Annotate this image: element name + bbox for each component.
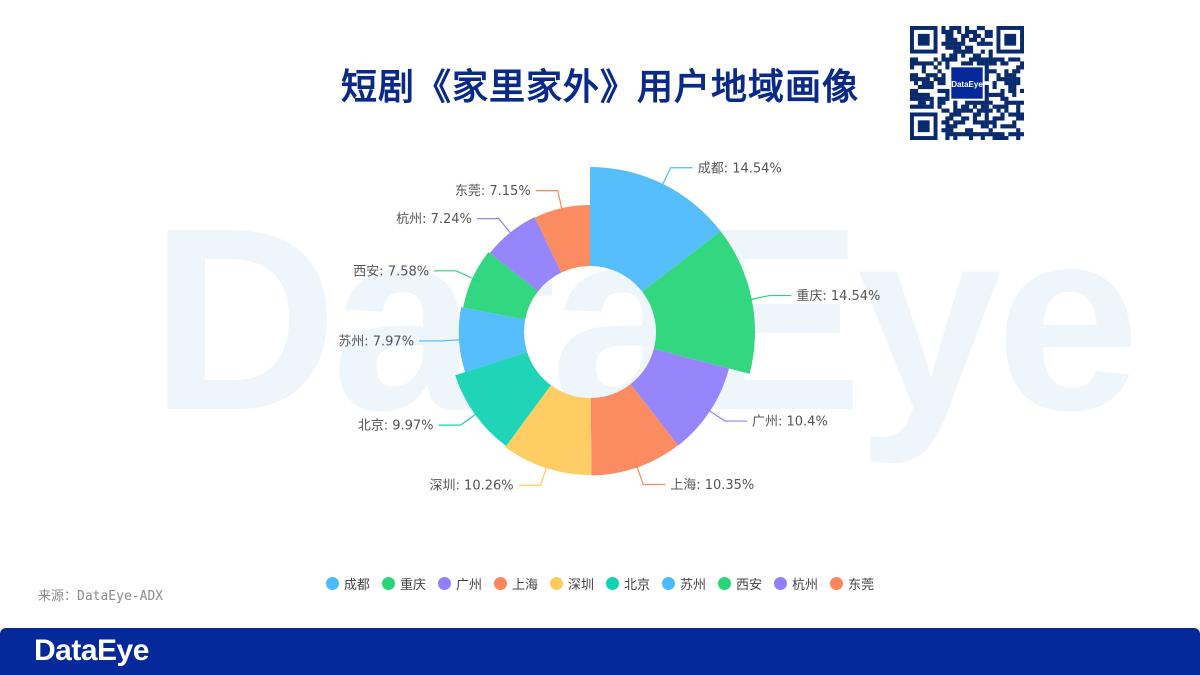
rose-chart: 成都: 14.54% 重庆: 14.54% 广州: 10.4% 上海: 10.35% 深… bbox=[338, 161, 880, 494]
source-note: 来源：DataEye-ADX bbox=[38, 589, 164, 604]
legend-dot-icon bbox=[549, 577, 563, 590]
label-line-2 bbox=[702, 406, 747, 422]
label-line-1 bbox=[743, 294, 792, 302]
footer-bar: DataEye bbox=[0, 628, 1200, 675]
slice-label-0: 成都: 14.54% bbox=[698, 161, 782, 176]
rose-slice-9[interactable] bbox=[534, 205, 590, 273]
slice-label-5: 北京: 9.97% bbox=[358, 419, 434, 434]
legend-dot-icon bbox=[437, 577, 451, 590]
legend-item-7[interactable]: 西安 bbox=[718, 574, 762, 593]
legend-label: 杭州 bbox=[792, 578, 819, 593]
label-line-9 bbox=[535, 190, 565, 217]
legend-dot-icon bbox=[662, 577, 676, 590]
rose-slice-4[interactable] bbox=[505, 385, 592, 475]
slice-label-9: 东莞: 7.15% bbox=[455, 184, 531, 199]
legend-dot-icon bbox=[774, 577, 788, 590]
rose-slice-8[interactable] bbox=[489, 217, 562, 292]
footer-logo: DataEye bbox=[34, 634, 149, 667]
legend-item-3[interactable]: 上海 bbox=[493, 574, 538, 593]
slice-label-3: 上海: 10.35% bbox=[670, 478, 754, 493]
slice-label-7: 西安: 7.58% bbox=[353, 264, 429, 279]
slice-label-1: 重庆: 14.54% bbox=[796, 288, 880, 304]
label-line-4 bbox=[518, 460, 550, 486]
rose-slice-6[interactable] bbox=[458, 307, 528, 373]
legend-label: 苏州 bbox=[680, 578, 707, 593]
slice-label-4: 深圳: 10.26% bbox=[430, 479, 514, 494]
legend-dot-icon bbox=[325, 577, 339, 590]
rose-slice-2[interactable] bbox=[630, 348, 730, 446]
slice-label-6: 苏州: 7.97% bbox=[338, 333, 414, 349]
label-line-7 bbox=[434, 270, 480, 283]
legend-item-6[interactable]: 苏州 bbox=[662, 574, 706, 593]
rose-slice-1[interactable] bbox=[642, 231, 756, 374]
legend-dot-icon bbox=[493, 577, 507, 590]
legend-item-2[interactable]: 广州 bbox=[437, 574, 482, 593]
legend-dot-icon bbox=[606, 577, 619, 590]
label-line-8 bbox=[476, 217, 516, 240]
label-line-6 bbox=[419, 338, 468, 342]
label-line-0 bbox=[658, 167, 693, 192]
qr-logo-text: DataEye bbox=[951, 80, 983, 89]
legend-label: 成都 bbox=[343, 578, 370, 593]
legend-item-1[interactable]: 重庆 bbox=[381, 574, 426, 593]
rose-slice-7[interactable] bbox=[463, 252, 539, 320]
qr-code-graphic: DataEye bbox=[910, 26, 1024, 140]
chart-legend: 成都 重庆 广州 上海 深圳 北京 苏州 西安 杭州 东莞 bbox=[0, 574, 1200, 593]
legend-label: 西安 bbox=[736, 578, 763, 593]
legend-dot-icon bbox=[381, 577, 395, 590]
rose-slice-5[interactable] bbox=[455, 352, 551, 447]
legend-item-0[interactable]: 成都 bbox=[325, 574, 370, 593]
legend-item-9[interactable]: 东莞 bbox=[830, 574, 874, 593]
label-line-5 bbox=[438, 409, 482, 426]
label-line-3 bbox=[634, 459, 666, 486]
qr-code-icon: DataEye bbox=[910, 26, 1024, 140]
legend-label: 上海 bbox=[511, 578, 538, 593]
slice-label-8: 杭州: 7.24% bbox=[396, 212, 472, 227]
legend-label: 重庆 bbox=[399, 578, 426, 593]
slice-label-2: 广州: 10.4% bbox=[752, 415, 828, 430]
legend-label: 广州 bbox=[455, 578, 482, 593]
rose-slice-0[interactable] bbox=[590, 167, 721, 292]
legend-item-5[interactable]: 北京 bbox=[606, 574, 650, 593]
rose-slice-3[interactable] bbox=[590, 384, 679, 476]
legend-label: 北京 bbox=[624, 578, 651, 593]
legend-item-4[interactable]: 深圳 bbox=[549, 574, 594, 593]
legend-dot-icon bbox=[718, 577, 732, 590]
legend-label: 东莞 bbox=[848, 578, 875, 593]
legend-dot-icon bbox=[830, 577, 844, 590]
legend-label: 深圳 bbox=[567, 578, 594, 593]
legend-item-8[interactable]: 杭州 bbox=[774, 574, 818, 593]
page-title: 短剧《家里家外》用户地域画像 bbox=[340, 67, 859, 108]
